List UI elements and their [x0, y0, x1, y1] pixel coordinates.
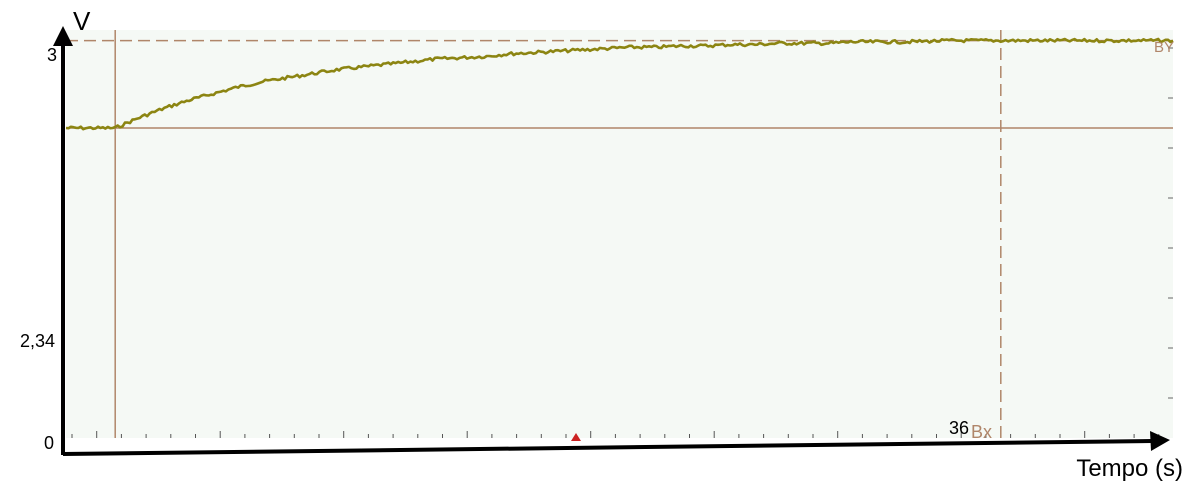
y-cursor-marker-label: BY: [1154, 39, 1174, 56]
plot-area: [66, 30, 1173, 438]
x-cursor-value-label: 36: [949, 418, 969, 438]
trigger-marker: [571, 433, 581, 441]
y-axis-arrow: [53, 26, 73, 46]
y-axis-label: V: [73, 6, 91, 36]
x-axis-arrow: [1150, 431, 1170, 451]
x-axis-label: Tempo (s): [1076, 455, 1183, 481]
minor-ticks: [71, 47, 1173, 438]
data-series-line: [65, 37, 1174, 131]
axes: [53, 26, 1170, 456]
y-tick-label-0: 0: [44, 433, 54, 453]
y-tick-label-2-34: 2,34: [20, 331, 55, 351]
y-tick-label-3: 3: [47, 45, 57, 65]
x-axis-line: [62, 439, 1153, 456]
x-cursor-marker-label: Bx: [971, 422, 992, 442]
